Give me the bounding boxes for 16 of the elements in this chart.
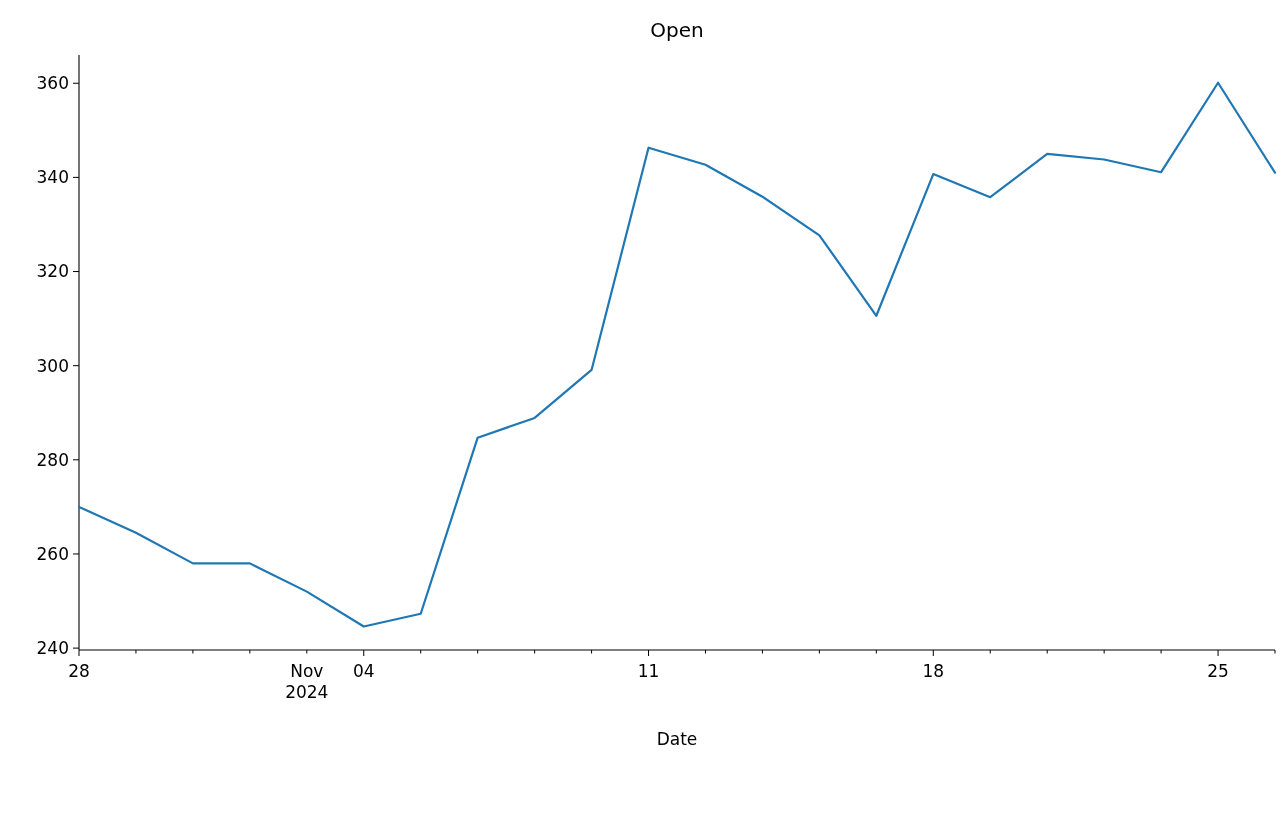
x-tick-label: 11 [637, 661, 660, 681]
y-tick-label: 240 [36, 638, 69, 659]
x-tick-label: 04 [352, 661, 375, 681]
chart-title: Open [650, 18, 704, 42]
y-tick-label: 340 [36, 167, 69, 188]
line-series [77, 81, 1277, 628]
y-tick-label: 280 [36, 449, 69, 470]
y-tick-label: 320 [36, 261, 69, 282]
x-tick-label: 25 [1207, 661, 1229, 681]
x-axis-title: Date [656, 729, 698, 749]
y-tick-label: 300 [36, 355, 69, 376]
x-tick-label: Nov 2024 [285, 661, 329, 703]
y-tick-label: 260 [36, 543, 69, 564]
y-tick-label: 360 [36, 73, 69, 94]
x-tick-label: 18 [922, 661, 945, 681]
x-tick-label: 28 [68, 661, 90, 681]
